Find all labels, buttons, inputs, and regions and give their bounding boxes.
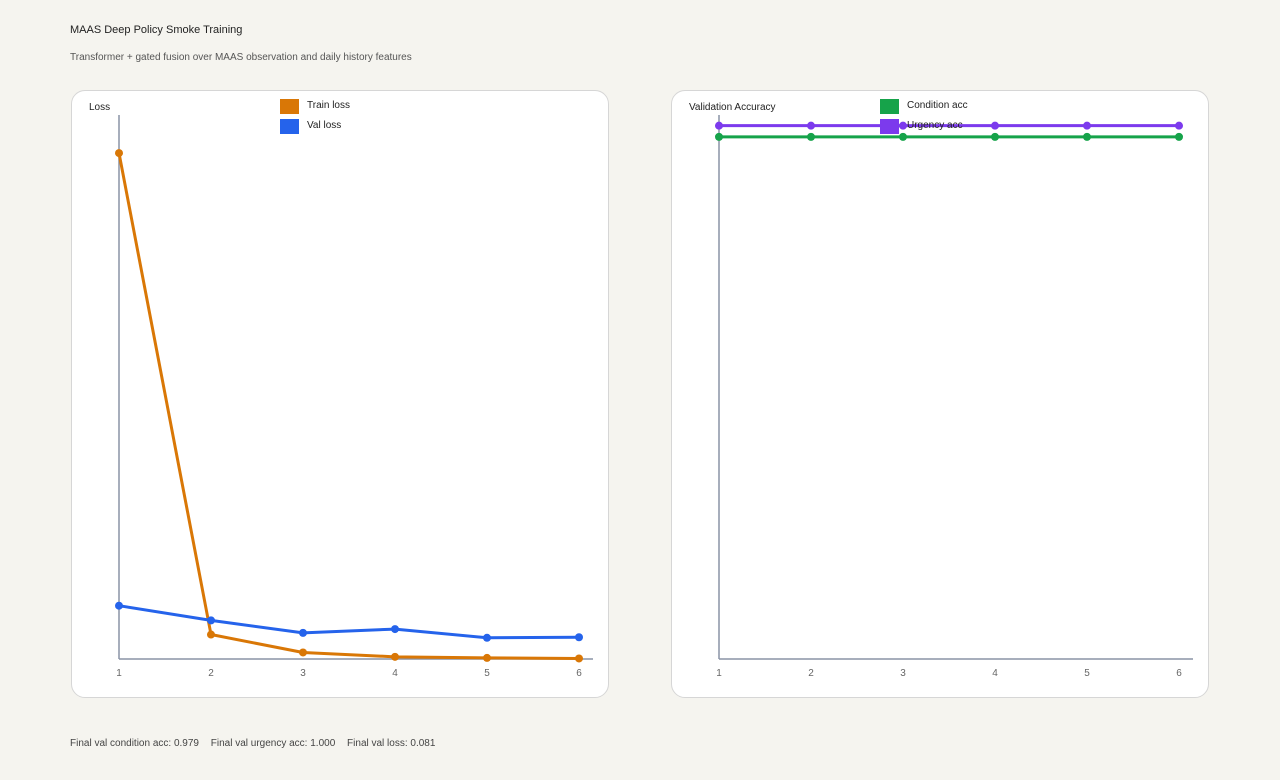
data-point xyxy=(807,132,815,141)
loss-chart: Loss 1 2 3 4 5 6 Train loss Val loss xyxy=(89,99,593,679)
accuracy-chart: Validation Accuracy 1 2 3 4 5 6 Condition acc Ur… xyxy=(689,99,1193,679)
data-point xyxy=(207,616,215,625)
data-point xyxy=(391,625,399,634)
data-point xyxy=(391,652,399,661)
x-tick-label: 6 xyxy=(576,668,582,679)
data-point xyxy=(715,121,723,130)
legend-swatch-0 xyxy=(280,99,299,114)
data-point xyxy=(575,654,583,663)
final-condition-acc: Final val condition acc: 0.979 xyxy=(70,738,199,749)
x-tick-label: 4 xyxy=(392,668,398,679)
x-tick-label: 1 xyxy=(716,668,722,679)
summary-footer: Final val condition acc: 0.979 Final val… xyxy=(70,738,444,749)
data-point xyxy=(991,121,999,130)
x-tick-label: 2 xyxy=(208,668,214,679)
legend-label-0: Train loss xyxy=(307,100,350,111)
series-line-0 xyxy=(117,152,580,660)
data-point xyxy=(1083,121,1091,130)
legend-swatch-1 xyxy=(280,119,299,134)
data-point xyxy=(899,132,907,141)
accuracy-chart-panel: Validation Accuracy 1 2 3 4 5 6 Condition acc Ur… xyxy=(671,90,1209,698)
x-tick-label: 5 xyxy=(1084,668,1090,679)
data-point xyxy=(575,633,583,642)
data-point xyxy=(483,653,491,662)
data-point xyxy=(1175,121,1183,130)
legend-swatch-0 xyxy=(880,99,899,114)
final-val-loss: Final val loss: 0.081 xyxy=(347,738,436,749)
data-point xyxy=(483,633,491,642)
data-point xyxy=(899,121,907,130)
data-point xyxy=(207,630,215,639)
data-point xyxy=(115,601,123,610)
legend-label-1: Urgency acc xyxy=(907,120,963,131)
x-tick-label: 6 xyxy=(1176,668,1182,679)
data-point xyxy=(115,149,123,158)
series-line-1 xyxy=(118,604,580,640)
data-point xyxy=(991,132,999,141)
data-point xyxy=(715,132,723,141)
legend-label-0: Condition acc xyxy=(907,100,968,111)
final-urgency-acc: Final val urgency acc: 1.000 xyxy=(210,738,336,749)
page-subtitle: Transformer + gated fusion over MAAS obs… xyxy=(70,52,412,63)
page-title: MAAS Deep Policy Smoke Training xyxy=(70,24,243,36)
x-tick-label: 3 xyxy=(300,668,306,679)
data-point xyxy=(807,121,815,130)
data-point xyxy=(1175,132,1183,141)
data-point xyxy=(1083,132,1091,141)
legend-label-1: Val loss xyxy=(307,120,341,131)
x-tick-label: 2 xyxy=(808,668,814,679)
data-point xyxy=(299,628,307,637)
x-tick-label: 5 xyxy=(484,668,490,679)
y-axis-label: Validation Accuracy xyxy=(689,102,776,113)
legend-swatch-1 xyxy=(880,119,899,134)
y-axis-label: Loss xyxy=(89,102,110,113)
x-tick-label: 4 xyxy=(992,668,998,679)
data-point xyxy=(299,648,307,657)
x-tick-label: 1 xyxy=(116,668,122,679)
x-tick-label: 3 xyxy=(900,668,906,679)
loss-chart-panel: Loss 1 2 3 4 5 6 Train loss Val loss xyxy=(71,90,609,698)
